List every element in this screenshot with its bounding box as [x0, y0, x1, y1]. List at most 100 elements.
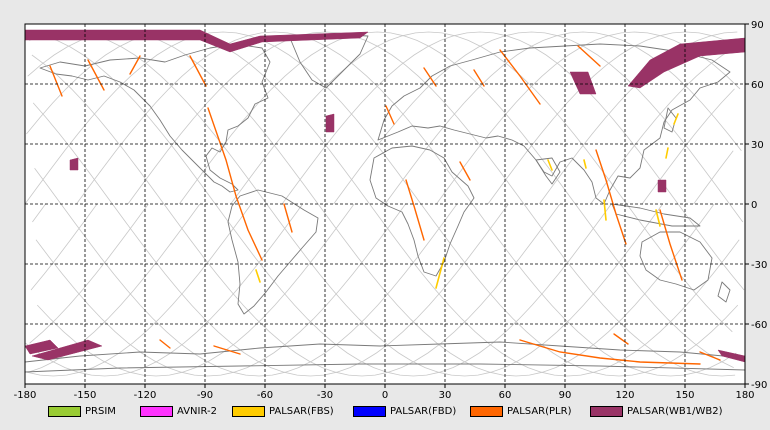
y-tick-label: -30 [751, 260, 767, 271]
plr-track [577, 45, 601, 67]
legend-label: PALSAR(PLR) [507, 405, 572, 417]
legend-item: PALSAR(FBS) [232, 404, 334, 418]
fbs-track [603, 199, 607, 221]
legend-item: PRSIM [48, 404, 116, 418]
x-tick-label: -150 [74, 390, 97, 398]
plr-track [499, 49, 541, 105]
coast-indonesia [611, 203, 701, 227]
legend-label: PALSAR(FBD) [390, 405, 457, 417]
coast-australia [639, 231, 713, 291]
plr-track [613, 333, 629, 345]
plr-track [213, 345, 241, 355]
fbs-track [665, 147, 669, 159]
x-tick-label: 150 [675, 390, 694, 398]
coast-eurasia [377, 43, 731, 205]
coast-africa [369, 145, 475, 277]
fbs-track [583, 159, 587, 169]
plr-track [473, 69, 485, 87]
fbs-track [655, 209, 661, 227]
plr-track [659, 209, 683, 281]
coast-south-america [227, 189, 319, 315]
wb-patch-atlantic [325, 113, 335, 133]
legend-item: PALSAR(FBD) [353, 404, 456, 418]
x-tick-label: -180 [14, 390, 37, 398]
wb-swath-arctic-west [24, 29, 369, 53]
map-frame [24, 23, 746, 385]
legend-label: PALSAR(FBS) [269, 405, 334, 417]
x-tick-label: -120 [134, 390, 157, 398]
coastlines [24, 33, 746, 373]
graticule [25, 24, 745, 384]
fbs-track [435, 257, 445, 289]
y-tick-label: -60 [751, 320, 767, 331]
legend-swatch [232, 405, 265, 417]
x-tick-label: 120 [615, 390, 634, 398]
orbit-track [28, 31, 737, 377]
x-axis-ticks: -180 -150 -120 -90 -60 -30 0 30 60 90 120 150 180 [14, 384, 755, 398]
x-tick-label: 0 [382, 390, 388, 398]
legend-swatch [470, 405, 503, 417]
palsar-wb-coverage [24, 29, 746, 363]
palsar-fbs-tracks [255, 113, 679, 289]
wb-patch-siberia [569, 71, 597, 95]
orbit-track [31, 31, 739, 377]
legend: PRSIM AVNIR-2 PALSAR(FBS) PALSAR(FBD) PALSAR… [0, 398, 770, 428]
x-tick-label: 90 [559, 390, 572, 398]
x-tick-label: 30 [439, 390, 452, 398]
orbit-track [28, 31, 736, 377]
plr-track [87, 59, 105, 91]
legend-swatch [353, 405, 386, 417]
fbs-track [673, 113, 679, 125]
legend-swatch [140, 405, 173, 417]
wb-patch-pacific [69, 157, 79, 171]
legend-swatch [48, 405, 81, 417]
plr-track [519, 339, 701, 365]
orbit-track [29, 31, 737, 377]
coast-india [535, 157, 561, 185]
orbit-track [34, 31, 742, 377]
y-tick-label: 30 [751, 140, 764, 151]
coast-antarctica [24, 341, 746, 363]
x-tick-label: -60 [257, 390, 273, 398]
plr-track [405, 179, 425, 241]
wb-swath-antarctic-west [24, 339, 59, 355]
palsar-plr-tracks [49, 45, 721, 365]
y-axis-ticks: 90 60 30 0 -30 -60 -90 [745, 20, 767, 391]
plr-track [595, 149, 627, 245]
wb-patch-japan [657, 179, 667, 193]
plr-track [283, 203, 293, 233]
coast-japan [663, 107, 677, 133]
plr-track [189, 55, 207, 87]
y-tick-label: -90 [751, 380, 767, 391]
plr-track [207, 107, 263, 261]
plr-track [159, 339, 171, 349]
x-tick-label: 180 [735, 390, 754, 398]
legend-item: AVNIR-2 [140, 404, 217, 418]
orbit-track [37, 31, 745, 377]
y-tick-label: 0 [751, 200, 757, 211]
x-tick-label: -90 [197, 390, 213, 398]
coast-antarctica-inner [24, 363, 746, 373]
orbit-track [35, 31, 744, 377]
plr-track [129, 55, 141, 75]
legend-label: PALSAR(WB1/WB2) [627, 405, 723, 417]
x-tick-label: 60 [499, 390, 512, 398]
plr-track [459, 161, 471, 181]
plr-track [423, 67, 437, 87]
legend-swatch [590, 405, 623, 417]
plr-track [49, 65, 63, 97]
fbs-track [255, 269, 261, 283]
x-tick-label: -30 [317, 390, 333, 398]
wb-swath-antarctic-west-2 [31, 339, 103, 361]
legend-label: AVNIR-2 [177, 405, 217, 417]
y-tick-label: 90 [751, 20, 764, 31]
legend-label: PRSIM [85, 405, 116, 417]
legend-item: PALSAR(PLR) [470, 404, 571, 418]
coast-new-zealand [717, 281, 731, 303]
legend-item: PALSAR(WB1/WB2) [590, 404, 723, 418]
plr-track [385, 105, 395, 125]
orbit-track [24, 31, 739, 377]
fbs-track [547, 159, 553, 171]
plr-track [699, 351, 721, 361]
y-tick-label: 60 [751, 80, 764, 91]
